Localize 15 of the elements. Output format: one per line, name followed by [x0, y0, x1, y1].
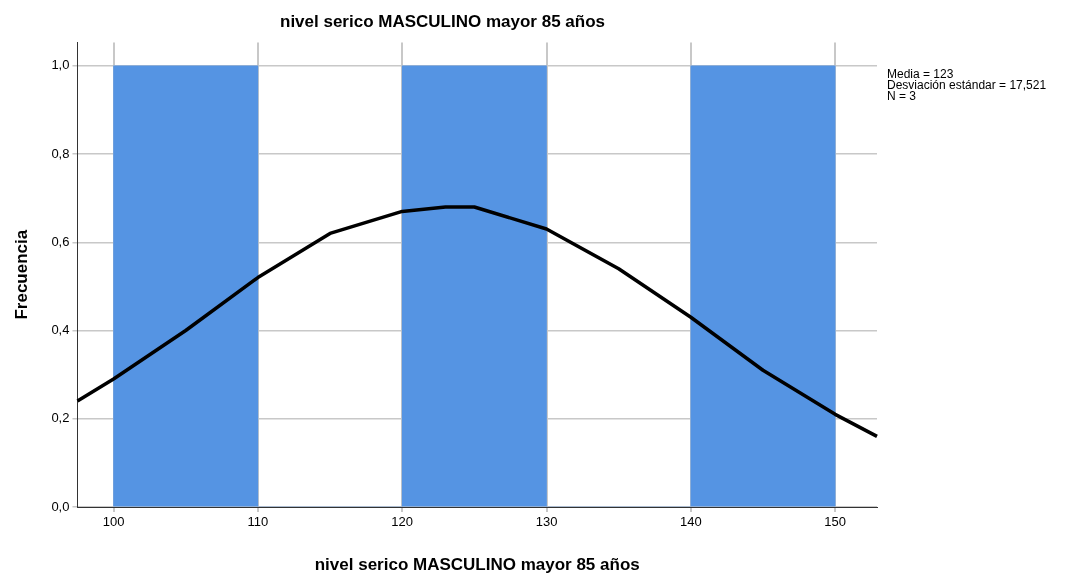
x-tick-label: 150 — [824, 514, 846, 530]
x-tick-label: 120 — [391, 514, 414, 530]
y-tick-label: 0,4 — [51, 322, 70, 338]
x-tick-label: 110 — [247, 514, 269, 530]
y-tick-label: 0,2 — [51, 410, 70, 426]
chart-title: nivel serico MASCULINO mayor 85 años — [280, 11, 605, 31]
y-tick-label: 0,0 — [51, 498, 70, 514]
x-tick-label: 130 — [535, 514, 558, 530]
y-tick-label: 1,0 — [51, 57, 70, 73]
x-tick-label: 140 — [679, 514, 702, 530]
x-tick-label: 100 — [102, 514, 125, 530]
y-axis-title: Frecuencia — [11, 229, 31, 320]
y-tick-label: 0,6 — [51, 233, 70, 249]
y-tick-label: 0,8 — [51, 145, 70, 161]
x-axis-title: nivel serico MASCULINO mayor 85 años — [314, 555, 640, 575]
